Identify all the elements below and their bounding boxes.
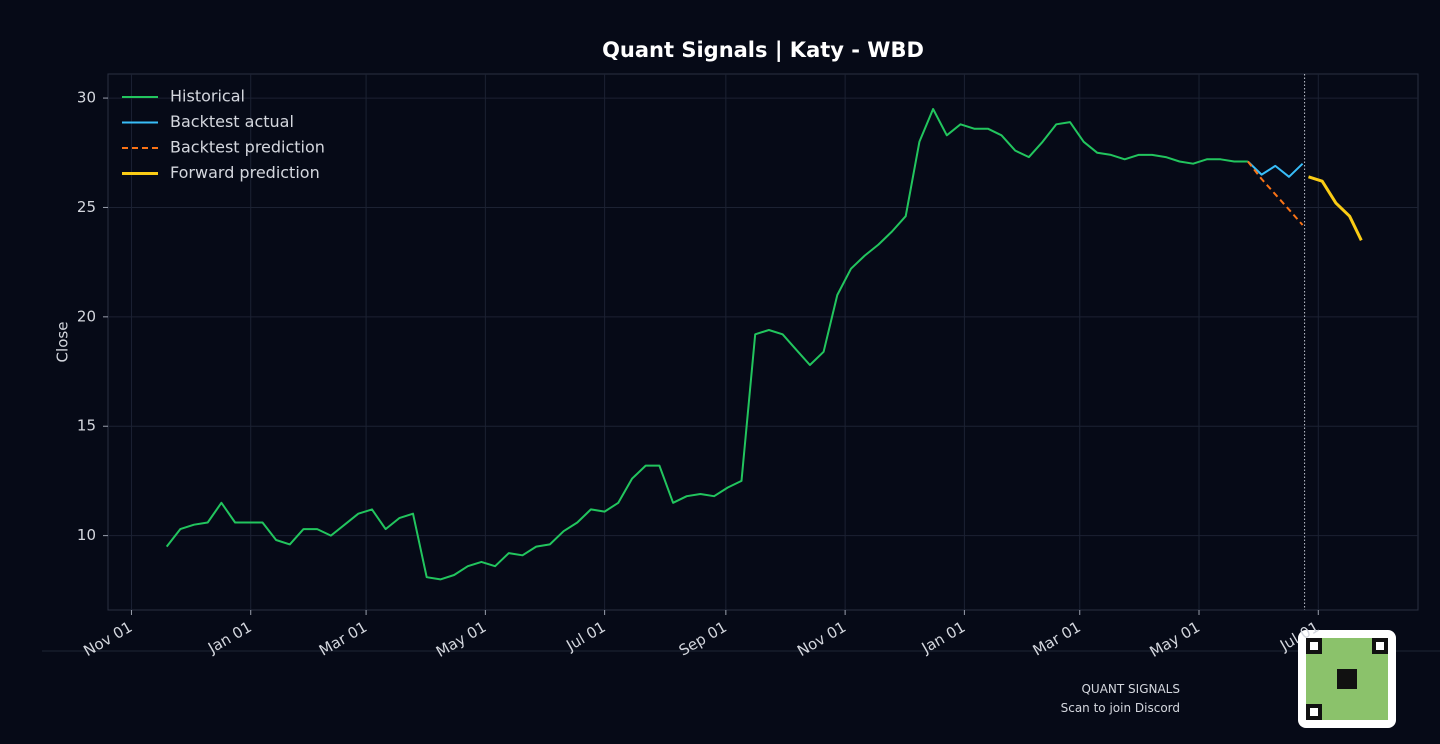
y-tick-label: 15 bbox=[77, 417, 96, 435]
qr-code bbox=[1298, 630, 1396, 728]
x-tick-label: Sep 01 bbox=[676, 618, 730, 660]
y-axis-label: Close bbox=[54, 322, 72, 363]
series-line bbox=[1308, 175, 1363, 241]
y-tick-label: 10 bbox=[77, 526, 96, 544]
qr-finder bbox=[1310, 708, 1318, 716]
x-tick-label: Jan 01 bbox=[204, 618, 255, 658]
legend-label: Historical bbox=[170, 87, 245, 106]
x-tick-label: Nov 01 bbox=[794, 618, 849, 660]
x-tick-label: Mar 01 bbox=[316, 618, 370, 660]
legend-label: Forward prediction bbox=[170, 163, 320, 182]
qr-finder bbox=[1310, 642, 1318, 650]
series-line bbox=[165, 108, 1248, 581]
y-tick-label: 30 bbox=[77, 89, 96, 107]
x-tick-label: Jan 01 bbox=[918, 618, 969, 658]
footer-caption: Scan to join Discord bbox=[1061, 701, 1180, 715]
x-tick-label: May 01 bbox=[433, 618, 490, 661]
footer-brand: QUANT SIGNALS bbox=[1081, 682, 1180, 696]
x-tick-label: May 01 bbox=[1146, 618, 1203, 661]
y-tick-label: 25 bbox=[77, 198, 96, 216]
legend-label: Backtest prediction bbox=[170, 138, 325, 157]
x-tick-label: Nov 01 bbox=[80, 618, 135, 660]
qr-logo bbox=[1337, 669, 1357, 689]
x-tick-label: Mar 01 bbox=[1030, 618, 1084, 660]
x-tick-label: Jul 01 bbox=[562, 618, 608, 655]
series-line bbox=[1247, 160, 1304, 178]
qr-finder bbox=[1376, 642, 1384, 650]
plot-frame bbox=[107, 73, 1419, 611]
series-line bbox=[1247, 160, 1304, 226]
chart-title: Quant Signals | Katy - WBD bbox=[602, 38, 924, 63]
legend-label: Backtest actual bbox=[170, 112, 294, 131]
y-tick-label: 20 bbox=[77, 307, 96, 325]
